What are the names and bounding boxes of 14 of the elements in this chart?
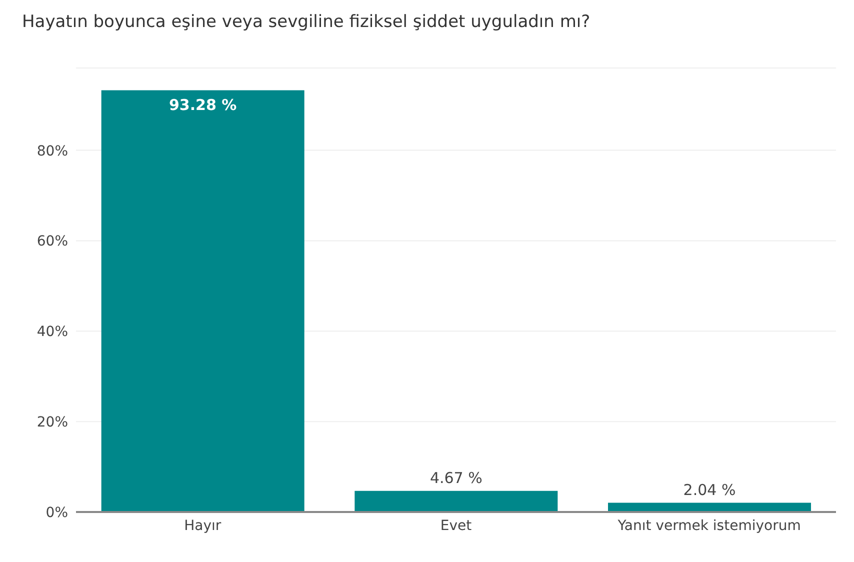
y-tick-label: 60%	[36, 234, 68, 250]
x-tick-label: Yanıt vermek istemiyorum	[616, 518, 801, 534]
y-tick-label: 40%	[36, 324, 68, 340]
bar	[354, 490, 558, 512]
data-label: 4.67 %	[430, 468, 482, 487]
data-label: 93.28 %	[168, 96, 237, 114]
y-tick-label: 0%	[46, 504, 68, 521]
y-tick-label: 80%	[36, 143, 68, 160]
bar	[101, 90, 304, 512]
x-tick-label: Evet	[440, 518, 472, 534]
chart-title: Hayatın boyunca eşine veya sevgiline fiziksel şiddet uyguladın mı?	[21, 11, 592, 34]
x-tick-label: Hayır	[184, 518, 222, 534]
y-tick-label: 20%	[36, 414, 68, 431]
data-label: 2.04 %	[683, 480, 736, 499]
